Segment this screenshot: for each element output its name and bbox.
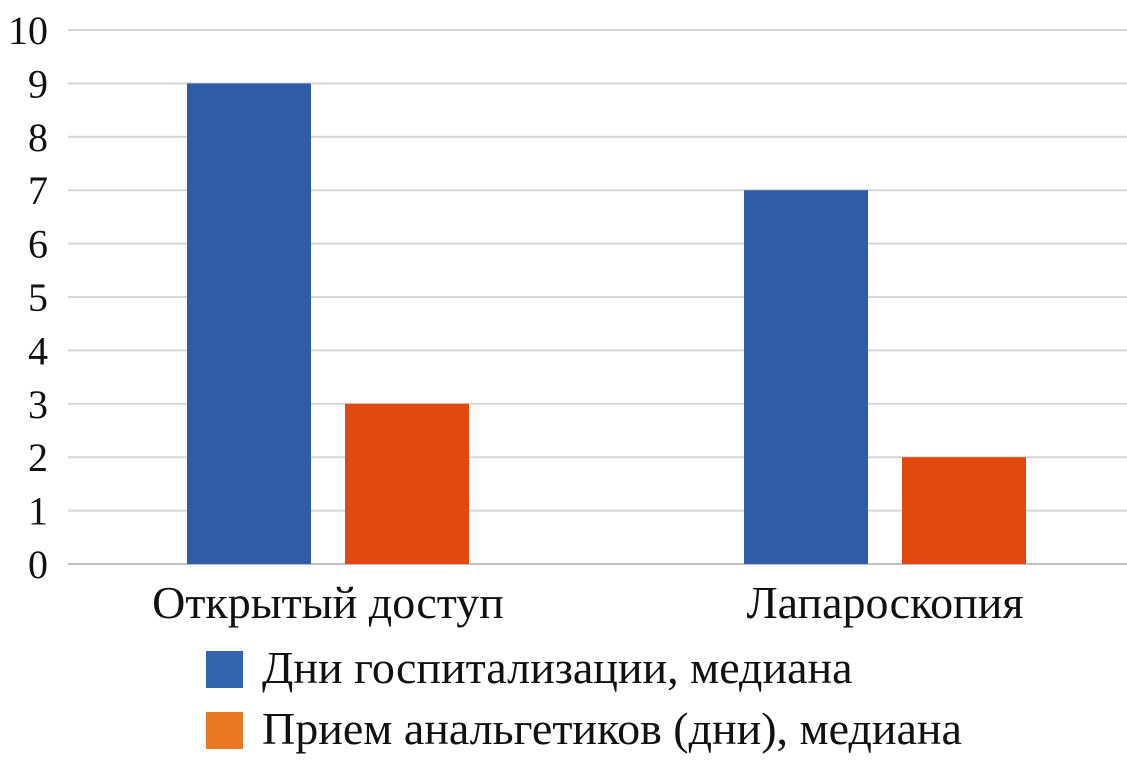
bar-analgesic-days-0 [345,403,469,564]
bar-analgesic-days-1 [902,457,1026,564]
y-tick-label: 1 [28,489,48,534]
legend-label: Прием анальгетиков (дни), медиана [262,703,962,754]
legend: Дни госпитализации, медиана Прием анальге… [206,642,962,754]
y-tick-label: 5 [28,275,48,320]
legend-swatch [206,651,243,688]
y-tick-label: 7 [28,168,48,213]
y-tick-label: 3 [28,382,48,427]
legend-swatch [206,712,243,749]
bar-hospital-days-1 [744,190,868,564]
y-tick-label: 2 [28,435,48,480]
y-tick-label: 4 [28,328,48,373]
y-tick-label: 10 [8,8,48,53]
y-tick-label: 0 [28,542,48,587]
y-tick-label: 9 [28,61,48,106]
y-tick-label: 6 [28,222,48,267]
x-category-label: Открытый доступ [152,577,504,628]
legend-label: Дни госпитализации, медиана [262,642,853,693]
y-tick-label: 8 [28,115,48,160]
x-axis-categories: Открытый доступ Лапароскопия [152,577,1023,628]
x-category-label: Лапароскопия [746,577,1023,628]
bars [187,83,1026,565]
bar-hospital-days-0 [187,83,311,565]
y-axis-ticks: 0 1 2 3 4 5 6 7 8 9 10 [8,8,48,587]
